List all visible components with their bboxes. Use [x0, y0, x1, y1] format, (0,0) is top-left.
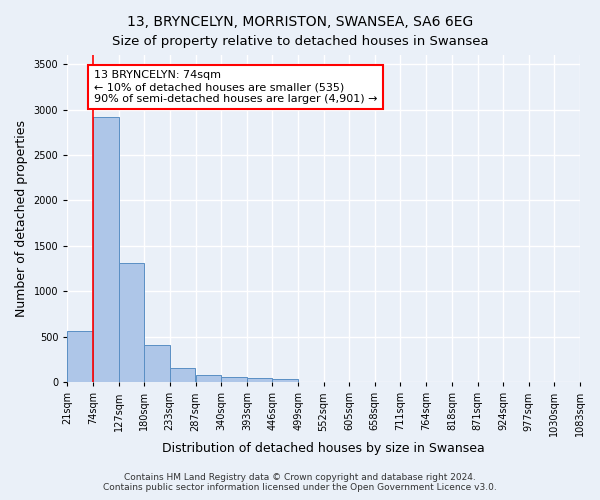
Y-axis label: Number of detached properties: Number of detached properties: [15, 120, 28, 317]
Bar: [119, 263, 144, 382]
Bar: [247, 378, 272, 382]
Text: Size of property relative to detached houses in Swansea: Size of property relative to detached ho…: [112, 35, 488, 48]
Bar: [221, 377, 247, 382]
Bar: [67, 332, 93, 382]
Bar: [170, 368, 195, 382]
Text: Contains HM Land Registry data © Crown copyright and database right 2024.
Contai: Contains HM Land Registry data © Crown c…: [103, 473, 497, 492]
Bar: [144, 345, 170, 382]
Text: 13, BRYNCELYN, MORRISTON, SWANSEA, SA6 6EG: 13, BRYNCELYN, MORRISTON, SWANSEA, SA6 6…: [127, 15, 473, 29]
Text: 13 BRYNCELYN: 74sqm
← 10% of detached houses are smaller (535)
90% of semi-detac: 13 BRYNCELYN: 74sqm ← 10% of detached ho…: [94, 70, 377, 104]
X-axis label: Distribution of detached houses by size in Swansea: Distribution of detached houses by size …: [162, 442, 485, 455]
Bar: [272, 378, 298, 382]
Bar: [196, 375, 221, 382]
Bar: [93, 117, 119, 382]
